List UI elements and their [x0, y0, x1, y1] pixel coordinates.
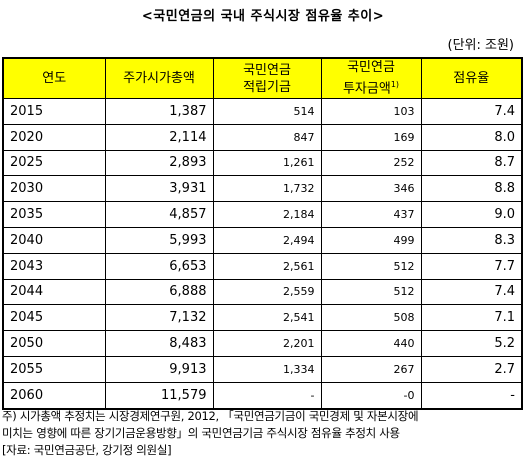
table-row: 2015 1,387 514 103 7.4: [2, 98, 523, 125]
footnote-line: [자료: 국민연금공단, 강기정 의원실]: [2, 443, 172, 457]
table-cell: 8.0: [420, 123, 523, 151]
table-cell: -0: [320, 381, 422, 410]
table-body: 2015 1,387 514 103 7.4 2020 2,114 847 169 8.0 2025…: [2, 98, 523, 410]
table-cell: 8.8: [420, 175, 523, 203]
table-cell: 1,732: [212, 175, 322, 203]
table-cell: 437: [320, 201, 422, 228]
table-row: 2030 3,931 1,732 346 8.8: [2, 175, 523, 203]
table-cell: 1,334: [212, 355, 322, 383]
header-row: 연도 주가시가총액 국민연금 적립기금 국민연금 투자금액1) 점유율: [2, 57, 523, 99]
table-cell: 5.2: [420, 330, 523, 357]
table-cell: 1,261: [212, 149, 322, 177]
header-note: 1): [390, 80, 400, 90]
table-cell: 2043: [2, 252, 106, 280]
header-text: 주가시가총액: [123, 71, 195, 86]
table-row: 2045 7,132 2,541 508 7.1: [2, 304, 523, 332]
unit-label: (단위: 조원): [447, 38, 515, 53]
footnote-line: 주) 시가총액 추정치는 시장경제연구원, 2012, 「국민연금기금이 국민경…: [2, 409, 419, 423]
table-row: 2043 6,653 2,561 512 7.7: [2, 252, 523, 280]
table-cell: 8.3: [420, 226, 523, 254]
header-text: 연도: [42, 71, 67, 86]
table-cell: 252: [320, 149, 422, 177]
table-cell: 9,913: [104, 355, 214, 383]
table-cell: 2020: [2, 123, 106, 151]
table-cell: 3,931: [104, 175, 214, 203]
table-cell: 7.4: [420, 278, 523, 306]
header-cell: 연도: [2, 57, 106, 99]
table-cell: 2044: [2, 278, 106, 306]
table-cell: 2045: [2, 304, 106, 332]
table-cell: 847: [212, 123, 322, 151]
footnotes: 주) 시가총액 추정치는 시장경제연구원, 2012, 「국민연금기금이 국민경…: [2, 408, 524, 459]
table-cell: 2,541: [212, 304, 322, 332]
table-row: 2055 9,913 1,334 267 2.7: [2, 355, 523, 383]
table-cell: 2,494: [212, 226, 322, 254]
table-row: 2040 5,993 2,494 499 8.3: [2, 226, 523, 254]
table-cell: 6,653: [104, 252, 214, 280]
table-row: 2060 11,579- -0-: [2, 381, 523, 410]
table-cell: 9.0: [420, 201, 523, 228]
table-cell: 2050: [2, 330, 106, 357]
table-cell: 7.4: [420, 98, 523, 125]
table-cell: 2035: [2, 201, 106, 228]
table-cell: 8,483: [104, 330, 214, 357]
table-row: 2044 6,888 2,559 512 7.4: [2, 278, 523, 306]
share-table: 연도 주가시가총액 국민연금 적립기금 국민연금 투자금액1) 점유율 2015 1,387 5…: [2, 57, 523, 410]
title: <국민연금의 국내 주식시장 점유율 추이>: [141, 9, 385, 24]
table-cell: 440: [320, 330, 422, 357]
table-cell: 7,132: [104, 304, 214, 332]
table-cell: 169: [320, 123, 422, 151]
table-cell: 267: [320, 355, 422, 383]
header-text: 적립기금: [243, 79, 291, 95]
table-cell: -: [212, 381, 322, 410]
header-cell: 주가시가총액: [104, 57, 214, 99]
table-cell: 346: [320, 175, 422, 203]
table-cell: 2025: [2, 149, 106, 177]
table-cell: 6,888: [104, 278, 214, 306]
header-cell: 국민연금 적립기금: [212, 57, 322, 99]
table-cell: 7.7: [420, 252, 523, 280]
table-cell: 512: [320, 252, 422, 280]
table-cell: 2015: [2, 98, 106, 125]
header-text: 투자금액: [342, 81, 391, 97]
table-cell: -: [420, 381, 523, 410]
table-cell: 2,184: [212, 201, 322, 228]
table-cell: 508: [320, 304, 422, 332]
table-row: 2020 2,114 847 169 8.0: [2, 123, 523, 151]
table-cell: 5,993: [104, 226, 214, 254]
header-text: 국민연금: [243, 62, 291, 78]
table-cell: 499: [320, 226, 422, 254]
table-cell: 2060: [2, 381, 106, 410]
table-row: 2050 8,483 2,201 440 5.2: [2, 330, 523, 357]
table-cell: 7.1: [420, 304, 523, 332]
table-cell: 512: [320, 278, 422, 306]
table-cell: 2.7: [420, 355, 523, 383]
table-cell: 2,561: [212, 252, 322, 280]
table-cell: 2040: [2, 226, 106, 254]
header-cell: 점유율: [420, 57, 523, 99]
table-cell: 1,387: [104, 98, 214, 125]
table-cell: 2,114: [104, 123, 214, 151]
table-cell: 2055: [2, 355, 106, 383]
table-cell: 11,579: [104, 381, 214, 410]
table-cell: 2,893: [104, 149, 214, 177]
footnote-line: 미치는 영향에 따른 장기기금운용방향」의 국민연금기금 주식시장 점유율 추정…: [2, 426, 400, 440]
table-cell: 8.7: [420, 149, 523, 177]
header-text: 점유율: [453, 71, 490, 86]
table-cell: 514: [212, 98, 322, 125]
table-row: 2025 2,893 1,261 252 8.7: [2, 149, 523, 177]
table-cell: 2030: [2, 175, 106, 203]
table-row: 2035 4,857 2,184 437 9.0: [2, 201, 523, 228]
table-cell: 2,201: [212, 330, 322, 357]
table-cell: 103: [320, 98, 422, 125]
table-cell: 2,559: [212, 278, 322, 306]
table-cell: 4,857: [104, 201, 214, 228]
header-text: 국민연금: [347, 60, 395, 76]
